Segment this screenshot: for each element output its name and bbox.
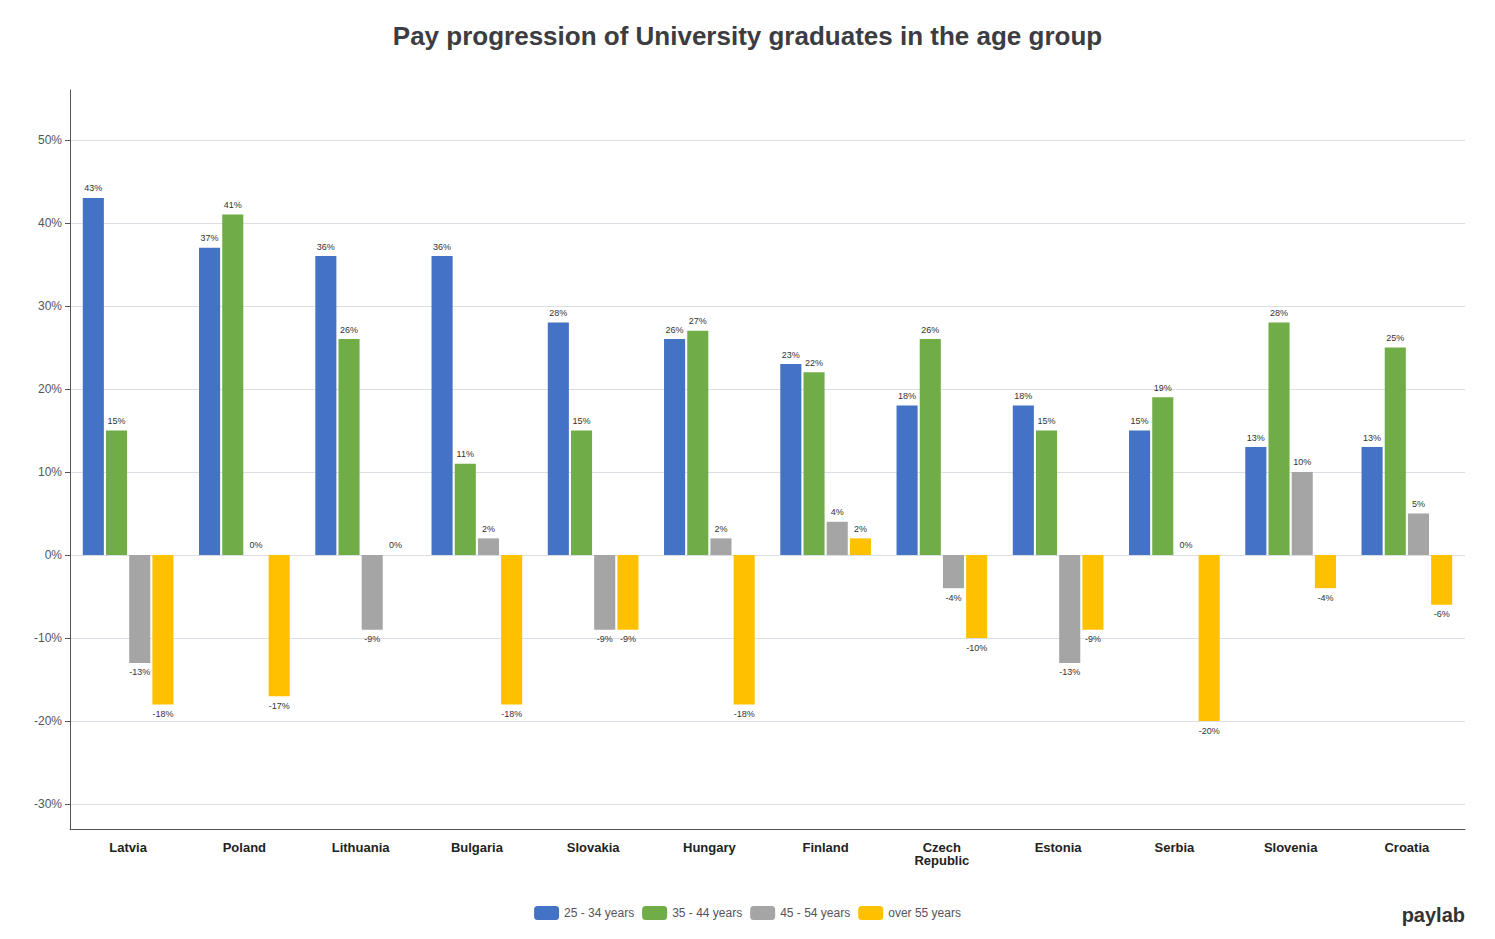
svg-text:28%: 28% [549, 308, 567, 318]
svg-text:-9%: -9% [620, 634, 636, 644]
svg-text:Slovakia: Slovakia [567, 840, 621, 855]
svg-text:36%: 36% [317, 242, 335, 252]
svg-text:40%: 40% [38, 216, 62, 230]
svg-text:-6%: -6% [1434, 609, 1450, 619]
svg-text:Slovenia: Slovenia [1264, 840, 1318, 855]
svg-text:18%: 18% [1014, 391, 1032, 401]
svg-text:4%: 4% [831, 507, 844, 517]
svg-text:37%: 37% [201, 233, 219, 243]
svg-text:-18%: -18% [501, 709, 522, 719]
svg-text:26%: 26% [340, 325, 358, 335]
svg-text:2%: 2% [482, 524, 495, 534]
svg-text:36%: 36% [433, 242, 451, 252]
svg-text:26%: 26% [921, 325, 939, 335]
svg-text:27%: 27% [689, 316, 707, 326]
svg-text:Serbia: Serbia [1155, 840, 1196, 855]
svg-text:Hungary: Hungary [683, 840, 737, 855]
svg-text:15%: 15% [1038, 416, 1056, 426]
svg-text:-18%: -18% [152, 709, 173, 719]
svg-text:0%: 0% [389, 540, 402, 550]
svg-text:20%: 20% [38, 382, 62, 396]
svg-text:-20%: -20% [34, 714, 62, 728]
svg-text:Poland: Poland [223, 840, 266, 855]
svg-text:0%: 0% [45, 548, 63, 562]
svg-text:0%: 0% [1179, 540, 1192, 550]
svg-text:18%: 18% [898, 391, 916, 401]
svg-text:11%: 11% [457, 449, 474, 459]
svg-text:-13%: -13% [129, 667, 150, 677]
svg-text:13%: 13% [1363, 433, 1381, 443]
svg-text:26%: 26% [666, 325, 684, 335]
svg-text:Finland: Finland [803, 840, 849, 855]
svg-text:Republic: Republic [914, 853, 969, 868]
svg-text:-10%: -10% [966, 643, 987, 653]
svg-text:-13%: -13% [1059, 667, 1080, 677]
svg-text:30%: 30% [38, 299, 62, 313]
svg-text:paylab: paylab [1402, 904, 1465, 926]
svg-text:19%: 19% [1154, 383, 1172, 393]
svg-text:Czech: Czech [922, 840, 961, 855]
svg-text:23%: 23% [782, 350, 800, 360]
svg-text:50%: 50% [38, 133, 62, 147]
svg-text:Latvia: Latvia [109, 840, 147, 855]
svg-text:22%: 22% [805, 358, 823, 368]
svg-text:Pay progression of University: Pay progression of University graduates … [393, 21, 1102, 51]
svg-text:Estonia: Estonia [1035, 840, 1083, 855]
svg-text:Lithuania: Lithuania [332, 840, 391, 855]
svg-text:28%: 28% [1270, 308, 1288, 318]
svg-text:-4%: -4% [1317, 593, 1333, 603]
svg-text:13%: 13% [1247, 433, 1265, 443]
svg-text:2%: 2% [854, 524, 867, 534]
svg-text:35 - 44 years: 35 - 44 years [672, 906, 742, 920]
svg-text:-20%: -20% [1199, 726, 1220, 736]
svg-text:5%: 5% [1412, 499, 1425, 509]
svg-text:15%: 15% [573, 416, 591, 426]
svg-text:-9%: -9% [1085, 634, 1101, 644]
svg-text:10%: 10% [1293, 457, 1311, 467]
svg-text:0%: 0% [249, 540, 262, 550]
svg-text:-18%: -18% [734, 709, 755, 719]
svg-text:-9%: -9% [597, 634, 613, 644]
svg-text:over 55 years: over 55 years [888, 906, 961, 920]
svg-text:25%: 25% [1386, 333, 1404, 343]
svg-text:-30%: -30% [34, 797, 62, 811]
svg-text:41%: 41% [224, 200, 242, 210]
svg-text:45 - 54 years: 45 - 54 years [780, 906, 850, 920]
svg-text:-9%: -9% [364, 634, 380, 644]
svg-text:15%: 15% [1131, 416, 1149, 426]
svg-text:Croatia: Croatia [1384, 840, 1430, 855]
svg-text:43%: 43% [84, 183, 102, 193]
svg-text:-17%: -17% [269, 701, 290, 711]
svg-text:10%: 10% [38, 465, 62, 479]
svg-text:25 - 34 years: 25 - 34 years [564, 906, 634, 920]
svg-text:-10%: -10% [34, 631, 62, 645]
svg-text:Bulgaria: Bulgaria [451, 840, 504, 855]
svg-text:15%: 15% [108, 416, 126, 426]
svg-text:2%: 2% [714, 524, 727, 534]
svg-text:-4%: -4% [945, 593, 961, 603]
